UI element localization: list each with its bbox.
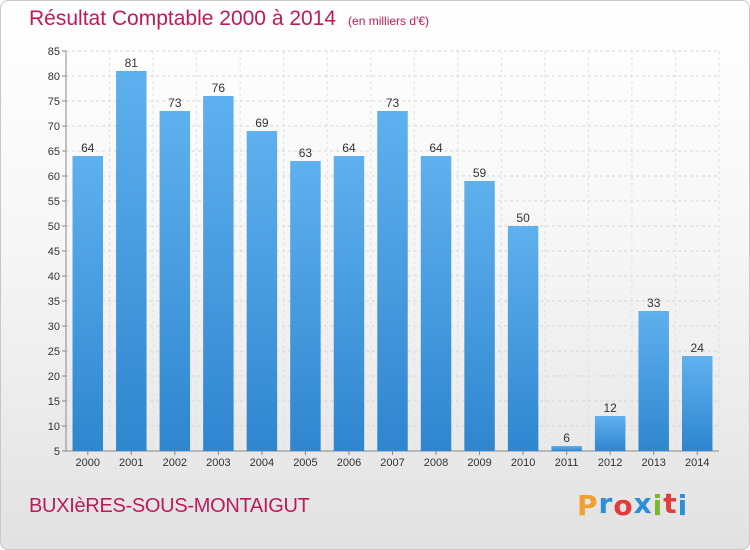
bar-2008: [420, 156, 452, 451]
bar-2013: [638, 311, 669, 451]
bar-2001: [116, 71, 147, 451]
logo-letter: i: [652, 489, 664, 522]
chart-title-text: Résultat Comptable 2000 à 2014: [29, 7, 337, 30]
bar-2000: [72, 156, 104, 451]
y-tick-label: 75: [48, 96, 60, 108]
x-tick-label: 2011: [555, 457, 579, 469]
logo-letter: t: [663, 487, 678, 520]
y-tick-label: 80: [48, 71, 60, 83]
value-label: 59: [473, 166, 487, 180]
chart-title: Résultat Comptable 2000 à 2014 (en millie…: [29, 7, 429, 31]
bar-2007: [377, 111, 408, 451]
x-tick-label: 2004: [250, 457, 274, 469]
x-tick-label: 2002: [163, 457, 187, 469]
x-tick-label: 2005: [293, 457, 317, 469]
logo-letter: o: [613, 489, 634, 522]
y-tick-label: 15: [48, 396, 60, 408]
labels: 5 10 15 20 25 30 35 40 45 50 55 60 65 70 75 80 85 64 2000 8…: [48, 46, 710, 469]
y-tick-label: 35: [48, 296, 60, 308]
x-tick-label: 2013: [641, 457, 665, 469]
chart-unit: (en milliers d'€): [348, 14, 430, 28]
x-tick-label: 2012: [598, 457, 622, 469]
y-tick-label: 50: [48, 221, 60, 233]
x-tick-label: 2010: [511, 457, 535, 469]
value-label: 73: [168, 96, 182, 110]
bar-2014: [681, 356, 713, 451]
value-label: 12: [603, 401, 617, 415]
y-tick-label: 30: [48, 321, 60, 333]
commune-name: BUXIèRES-SOUS-MONTAIGUT: [29, 495, 310, 517]
bar-2011: [551, 446, 582, 451]
y-tick-label: 85: [48, 46, 60, 58]
bar-2002: [159, 111, 191, 451]
logo-letter: r: [598, 487, 614, 520]
y-tick-label: 5: [54, 446, 60, 458]
x-tick-label: 2007: [380, 457, 404, 469]
y-tick-label: 45: [48, 246, 60, 258]
logo-letter: i: [677, 489, 689, 522]
x-tick-label: 2009: [467, 457, 491, 469]
x-tick-label: 2014: [685, 457, 709, 469]
bars: [72, 71, 713, 451]
y-tick-label: 60: [48, 171, 60, 183]
value-label: 76: [212, 81, 226, 95]
bar-2012: [594, 416, 626, 451]
y-tick-label: 70: [48, 121, 60, 133]
value-label: 64: [429, 141, 443, 155]
bar-2009: [464, 181, 495, 451]
value-label: 6: [563, 431, 570, 445]
value-label: 33: [647, 296, 661, 310]
value-label: 64: [342, 141, 356, 155]
bar-2010: [507, 226, 539, 451]
value-label: 63: [299, 146, 313, 160]
x-tick-label: 2006: [337, 457, 361, 469]
bar-2003: [203, 96, 234, 451]
x-tick-label: 2003: [206, 457, 230, 469]
value-label: 73: [386, 96, 400, 110]
x-tick-label: 2001: [119, 457, 143, 469]
y-tick-label: 65: [48, 146, 60, 158]
y-tick-label: 55: [48, 196, 60, 208]
bar-2006: [333, 156, 365, 451]
proxiti-logo: Proxiti: [577, 487, 689, 522]
value-label: 69: [255, 116, 269, 130]
y-tick-label: 20: [48, 371, 60, 383]
y-tick-label: 25: [48, 346, 60, 358]
value-label: 24: [691, 341, 705, 355]
value-label: 81: [125, 56, 139, 70]
value-label: 64: [81, 141, 95, 155]
bar-2004: [246, 131, 278, 451]
x-tick-label: 2000: [76, 457, 100, 469]
logo-letter: x: [633, 487, 653, 520]
value-label: 50: [516, 211, 530, 225]
y-tick-label: 10: [48, 421, 60, 433]
y-tick-label: 40: [48, 271, 60, 283]
bar-2005: [290, 161, 321, 451]
x-tick-label: 2008: [424, 457, 448, 469]
logo-letter: P: [577, 489, 599, 522]
